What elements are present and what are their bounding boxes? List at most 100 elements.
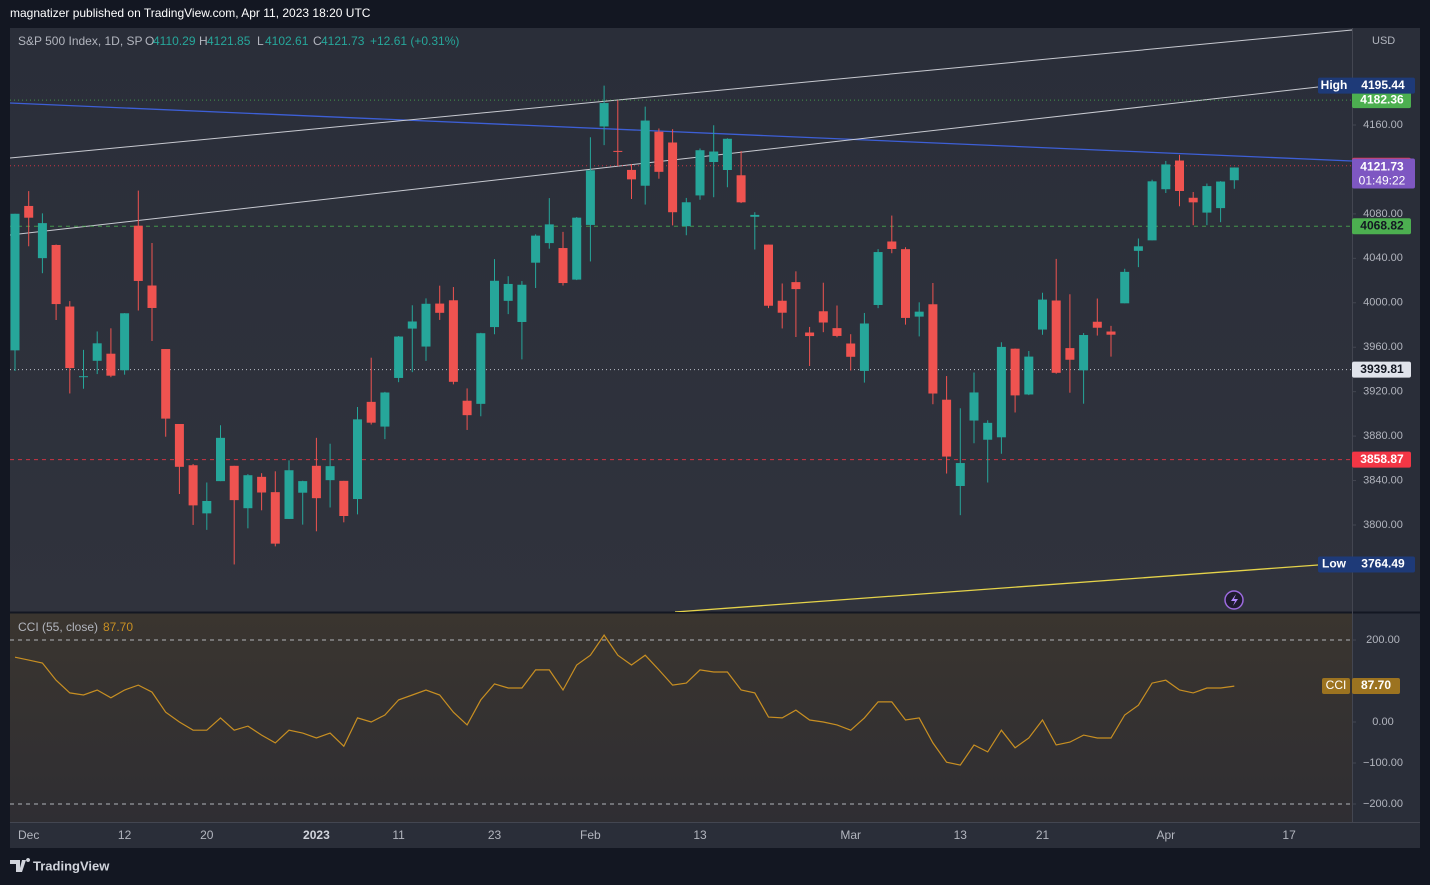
candle-body [517,284,527,322]
y-tick-label: 3800.00 [1363,519,1403,531]
candle-body [216,437,225,482]
candle-body [722,138,732,170]
candle-body [668,142,678,213]
candle-body [695,150,705,196]
ohlc-value: 4110.29 [153,34,196,48]
candle-body [257,476,267,493]
x-tick-label: 17 [1282,828,1296,842]
candle-body [147,285,157,308]
candle-body [1079,335,1089,371]
candle-body [1120,271,1130,304]
cci-pane [10,613,1352,822]
candle-body [983,422,993,440]
candle-body [174,423,184,467]
candle-body [558,248,568,284]
cci-value: 87.70 [1361,678,1391,692]
currency: USD [1372,35,1395,47]
ohlc-label: O [145,34,154,48]
y-tick-label: 4040.00 [1363,252,1403,264]
price-label-bg [1352,218,1411,235]
y-tick-label: 4160.00 [1363,119,1403,131]
candle-body [627,169,636,180]
candle-body [161,349,171,419]
candle-body [914,311,924,317]
x-tick-label: 21 [1036,828,1050,842]
candle-body [133,225,143,281]
candle-body [366,401,376,423]
candle-body [421,303,431,347]
candle-body [942,399,952,457]
symbol-title: S&P 500 Index, 1D, SP [18,34,143,48]
candle-body [448,300,458,382]
candle-body [106,353,116,376]
candle-body [1092,321,1102,328]
cci-tag-bg [1322,678,1350,695]
candle-body [490,280,499,328]
channel-line [10,29,1352,159]
candle-body [1024,356,1034,395]
candle-body [805,332,815,337]
ohlc-label: L [257,34,264,48]
ohlc-label: H [199,34,208,48]
y-tick-label: 3880.00 [1363,430,1403,442]
candle-body [229,465,239,501]
x-tick-label: Feb [580,828,601,842]
candle-body [339,480,349,516]
candle-body [531,235,541,263]
candle-body [859,323,869,371]
candle-body [544,224,554,244]
extreme-label-bg [1318,556,1415,573]
y-tick-label: 3960.00 [1363,341,1403,353]
x-tick-label: Apr [1156,828,1175,842]
candle-body [1161,164,1171,190]
x-tick-label: 11 [392,828,405,842]
candle-body [380,392,390,427]
candle-body [681,202,691,227]
extreme-label: High [1321,78,1348,92]
candle-body [298,481,308,493]
trend-line [10,102,1352,162]
candle-body [1065,348,1075,360]
cci-line [14,634,1235,766]
y-tick-label: 200.00 [1366,634,1400,646]
price-label: 4182.36 [1360,92,1404,106]
price-label: 3858.87 [1360,452,1404,466]
y-tick-label: 4000.00 [1363,297,1403,309]
candle-body [777,300,787,313]
extreme-value: 3764.49 [1361,557,1405,571]
candle-body [818,311,828,323]
candle-body [394,336,404,378]
candle-body [284,470,294,519]
change-value: +12.61 (+0.31%) [370,34,459,48]
price-label-bg [1352,361,1411,378]
price-label-bg [1352,92,1411,109]
candle-body [887,241,897,249]
candle-body [1202,186,1212,213]
candle-body [243,475,253,509]
last-price: 4121.73 [1360,160,1404,174]
candle-body [969,392,979,421]
countdown: 01:49:22 [1359,174,1406,188]
candle-body [65,306,75,369]
candle-body [476,333,486,404]
cci-value-bg [1352,678,1400,695]
candle-body [1038,299,1047,330]
candle-body [92,343,102,361]
candle-body [1106,331,1116,335]
y-tick-label: 3840.00 [1363,474,1403,486]
x-tick-label: Dec [18,828,39,842]
price-label: 4068.82 [1360,218,1404,232]
ohlc-value: 4102.61 [265,34,309,48]
y-tick-label: −200.00 [1363,798,1403,810]
candle-body [585,170,595,225]
price-label: 3939.81 [1360,362,1404,376]
x-tick-label: 13 [693,828,707,842]
y-tick-label: 4080.00 [1363,208,1403,220]
candle-body [736,175,746,203]
x-tick-label: 20 [200,828,214,842]
candle-body [846,343,856,357]
cci-legend: CCI (55, close) [18,620,98,634]
price-label-bg [1352,451,1411,468]
candle-body [1051,300,1061,373]
